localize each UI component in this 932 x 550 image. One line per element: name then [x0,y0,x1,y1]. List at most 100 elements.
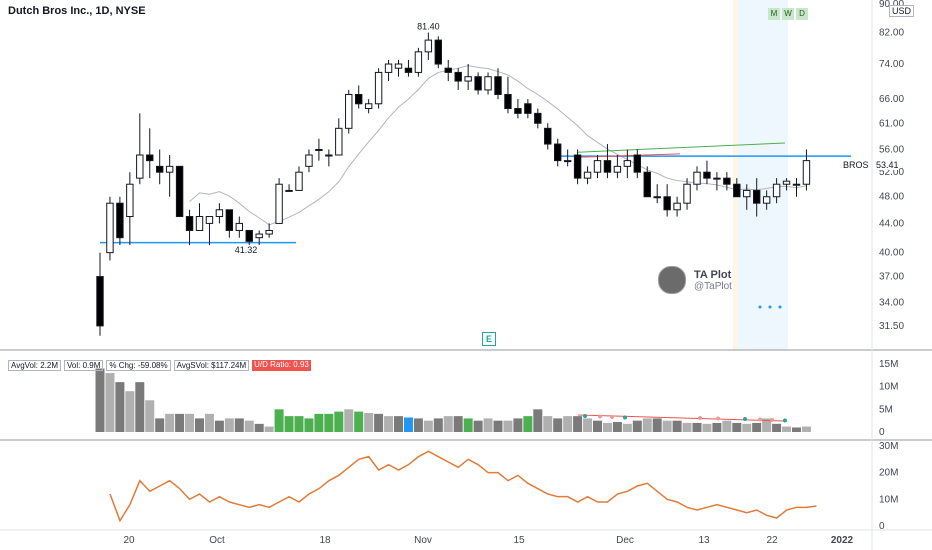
volume-bar [463,418,473,432]
volume-bar [682,422,692,432]
volume-dot [770,418,774,422]
candle [394,63,403,69]
symbol-label: BROS [843,160,869,170]
volume-trend-line [577,414,786,422]
volume-bar [95,368,105,432]
candle [404,67,413,73]
price-tick: 31.50 [879,321,904,332]
candle [424,39,433,53]
osc-tick: 10M [879,494,898,505]
highlight-band-edge [733,0,738,350]
volume-bar [155,418,165,432]
price-tick: 66.00 [879,94,904,105]
candle [364,103,373,110]
earnings-marker[interactable]: E [482,332,496,346]
volume-bar [752,422,762,432]
candle [524,103,532,114]
volume-dot [716,416,720,421]
candle [802,160,811,185]
candle [603,160,612,173]
candle [494,76,502,95]
volume-bar [145,400,155,432]
candle [772,183,781,198]
candle [245,229,253,242]
candle [185,216,194,231]
volume-bar [473,420,483,432]
last-price-label: 53.41 [876,160,899,170]
more-dot [768,305,772,309]
red-ma-line [577,153,681,158]
candle [165,165,174,173]
volume-bar [573,416,583,432]
vol-stat: Vol: 0.9M [64,360,104,371]
volume-stats: AvgVol: 2.2M Vol: 0.9M % Chg: -59.08% Av… [8,360,311,371]
volume-bar [563,416,573,432]
volume-bar [443,416,453,432]
candle [106,202,114,254]
osc-tick: 20M [879,468,898,479]
candle [265,229,273,235]
candle [743,189,751,198]
interval-day-button[interactable]: D [796,8,808,20]
dollar-volume-line [109,450,817,523]
time-tick: 20 [123,535,135,546]
candle [474,76,482,91]
avg-vol-stat: AvgVol: 2.2M [8,360,61,371]
candle [573,154,582,179]
interval-week-button[interactable]: W [782,8,794,20]
volume-tick: 15M [879,359,898,370]
time-tick: Oct [209,535,225,546]
volume-bar [642,418,652,432]
volume-bar [195,418,204,432]
volume-bar [712,422,722,432]
volume-bar [244,420,254,432]
volume-bar [384,416,394,432]
price-tick: 37.00 [879,272,904,283]
interval-buttons: M W D [768,8,808,20]
price-tick: 74.00 [879,59,904,70]
price-tick: 34.00 [879,297,904,308]
volume-bar [702,423,712,432]
candle [235,222,244,231]
candle [116,202,124,239]
volume-dot [743,417,747,421]
candle [623,160,632,167]
volume-bar [374,413,384,432]
volume-bar [324,413,334,432]
candle [345,93,353,129]
volume-bar [722,420,732,432]
candle [146,154,154,162]
candle [504,93,512,110]
osc-tick: 0 [879,521,885,532]
osc-tick: 30M [879,441,898,452]
interval-month-button[interactable]: M [768,8,780,20]
volume-bar [165,413,175,432]
volume-bar [523,416,533,432]
candle [583,171,592,179]
volume-tick: 10M [879,382,898,393]
volume-bar [493,420,503,432]
volume-bar [354,411,364,432]
header-title: Dutch Bros Inc., 1D, NYSE [8,5,146,17]
candle [683,183,691,204]
currency-badge[interactable]: USD [889,5,915,17]
volume-bar [423,420,433,432]
volume-bar [105,373,115,432]
price-tick: 44.00 [879,218,904,229]
volume-dot [598,414,602,419]
watermark-name: TA Plot [694,268,732,281]
candle [434,39,443,65]
watermark: TA Plot @TaPlot [658,266,732,294]
candle [514,108,522,114]
candle [703,171,711,179]
candle [613,165,622,173]
ud-ratio-stat: U/D Ratio: 0.93 [252,360,311,371]
candle [205,216,214,224]
volume-bar [503,420,513,432]
candle [563,160,572,163]
volume-bar [394,416,403,432]
pct-chg-stat: % Chg: -59.08% [106,360,171,371]
candle [315,148,323,151]
volume-dot [610,415,614,419]
